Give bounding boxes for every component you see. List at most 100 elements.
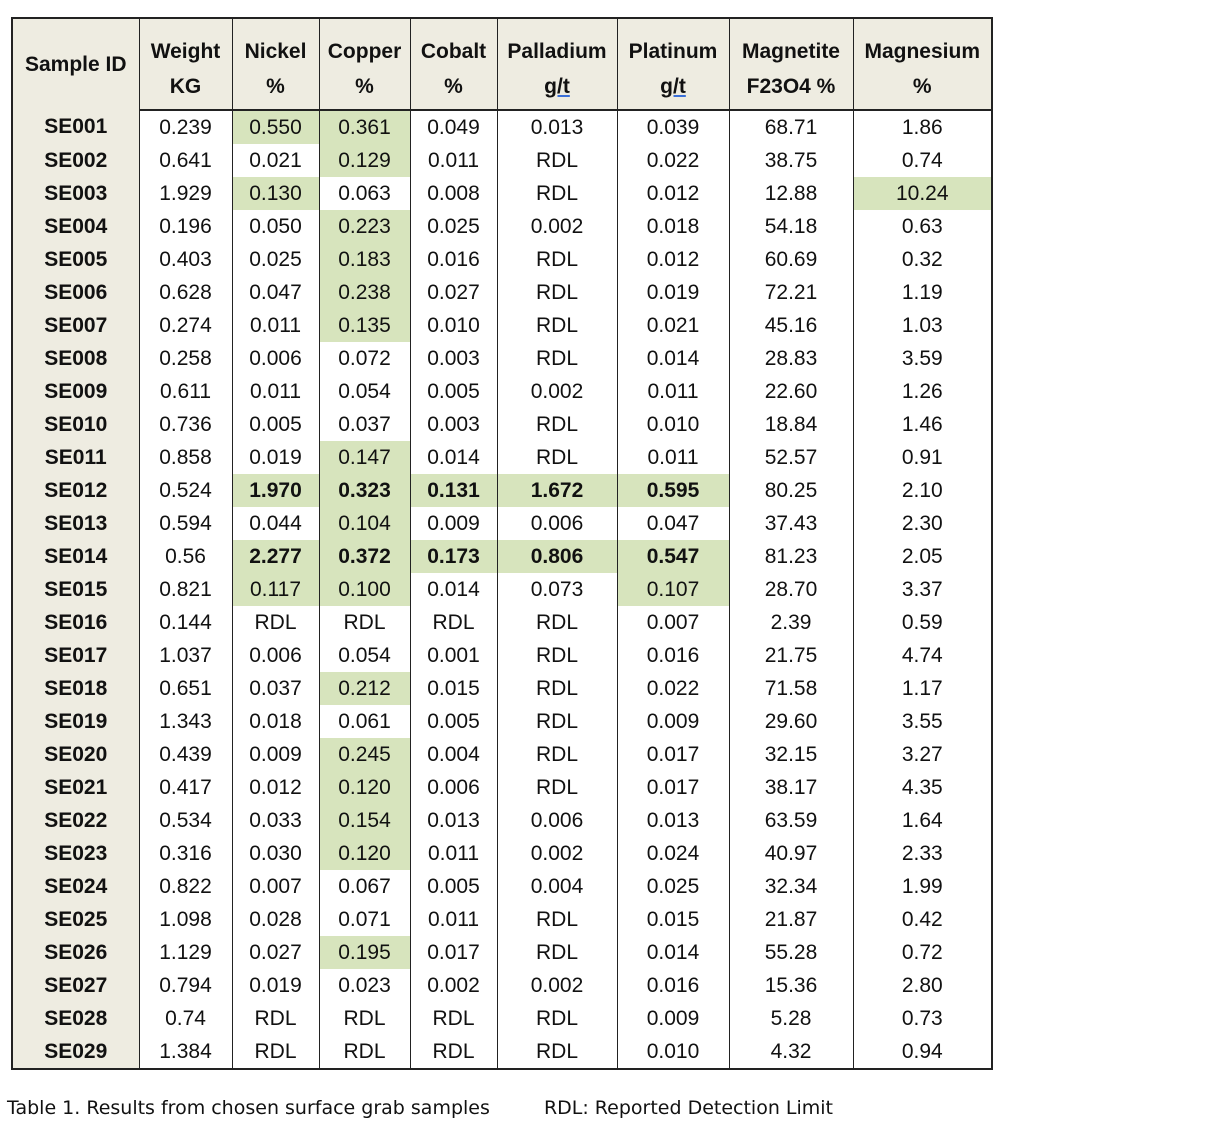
value-cell: RDL xyxy=(496,276,618,309)
value-cell: 1.86 xyxy=(852,110,993,144)
value-cell: 0.821 xyxy=(138,573,233,606)
unit-label: F23O4 % xyxy=(746,74,836,98)
value-cell: 1.037 xyxy=(138,639,233,672)
value-cell: 32.34 xyxy=(728,870,854,903)
value-cell: RDL xyxy=(496,903,618,936)
value-cell: 0.005 xyxy=(409,375,498,408)
column-header: Cobalt xyxy=(409,18,498,64)
value-cell: 0.372 xyxy=(318,540,411,573)
value-cell: 0.129 xyxy=(318,144,411,177)
value-cell: 0.107 xyxy=(616,573,730,606)
sample-id-cell: SE026 xyxy=(11,936,140,969)
value-cell: 1.129 xyxy=(138,936,233,969)
value-cell: 2.30 xyxy=(852,507,993,540)
value-cell: 0.014 xyxy=(409,573,498,606)
unit-label: KG xyxy=(169,74,202,98)
value-cell: 21.75 xyxy=(728,639,854,672)
value-cell: 21.87 xyxy=(728,903,854,936)
table-row: SE013 0.594 0.044 0.104 0.009 0.006 0.047 37.43… xyxy=(11,507,993,540)
column-header: Magnetite xyxy=(728,18,854,64)
value-cell: 0.011 xyxy=(231,309,320,342)
value-cell: 0.547 xyxy=(616,540,730,573)
value-cell: 0.037 xyxy=(231,672,320,705)
value-cell: 0.010 xyxy=(616,1035,730,1069)
value-cell: RDL xyxy=(231,606,320,639)
column-unit: F23O4 % xyxy=(728,64,854,111)
value-cell: 0.806 xyxy=(496,540,618,573)
value-cell: 1.26 xyxy=(852,375,993,408)
value-cell: 0.183 xyxy=(318,243,411,276)
value-cell: 0.009 xyxy=(231,738,320,771)
table-row: SE008 0.258 0.006 0.072 0.003 RDL 0.014 28.83 3.… xyxy=(11,342,993,375)
value-cell: 4.32 xyxy=(728,1035,854,1069)
value-cell: 2.33 xyxy=(852,837,993,870)
value-cell: 0.013 xyxy=(616,804,730,837)
value-cell: 0.037 xyxy=(318,408,411,441)
sample-id-cell: SE027 xyxy=(11,969,140,1002)
value-cell: 38.17 xyxy=(728,771,854,804)
table-row: SE009 0.611 0.011 0.054 0.005 0.002 0.011 22.60… xyxy=(11,375,993,408)
value-cell: 0.196 xyxy=(138,210,233,243)
value-cell: 0.021 xyxy=(616,309,730,342)
value-cell: 0.015 xyxy=(409,672,498,705)
value-cell: 0.611 xyxy=(138,375,233,408)
value-cell: 0.071 xyxy=(318,903,411,936)
value-cell: 0.017 xyxy=(409,936,498,969)
value-cell: 0.195 xyxy=(318,936,411,969)
value-cell: 40.97 xyxy=(728,837,854,870)
unit-label: g/t xyxy=(544,74,570,98)
value-cell: 0.212 xyxy=(318,672,411,705)
value-cell: 0.74 xyxy=(138,1002,233,1035)
value-cell: 0.013 xyxy=(409,804,498,837)
value-cell: RDL xyxy=(409,1035,498,1069)
table-row: SE006 0.628 0.047 0.238 0.027 RDL 0.019 72.21 1.… xyxy=(11,276,993,309)
value-cell: 0.016 xyxy=(616,969,730,1002)
caption: Table 1. Results from chosen surface gra… xyxy=(7,1097,881,1119)
value-cell: 3.37 xyxy=(852,573,993,606)
column-header: Palladium xyxy=(496,18,618,64)
sample-id-cell: SE005 xyxy=(11,243,140,276)
sample-id-cell: SE017 xyxy=(11,639,140,672)
table-body: SE001 0.239 0.550 0.361 0.049 0.013 0.039 68.71… xyxy=(11,110,993,1069)
value-cell: 0.019 xyxy=(616,276,730,309)
value-cell: 2.10 xyxy=(852,474,993,507)
table-row: SE016 0.144 RDL RDL RDL RDL 0.007 2.39 0.59 xyxy=(11,606,993,639)
value-cell: 0.002 xyxy=(496,210,618,243)
table-row: SE022 0.534 0.033 0.154 0.013 0.006 0.013 63.59… xyxy=(11,804,993,837)
value-cell: 0.72 xyxy=(852,936,993,969)
value-cell: 0.736 xyxy=(138,408,233,441)
value-cell: 4.74 xyxy=(852,639,993,672)
value-cell: 0.274 xyxy=(138,309,233,342)
value-cell: 0.100 xyxy=(318,573,411,606)
value-cell: 0.024 xyxy=(616,837,730,870)
table-row: SE026 1.129 0.027 0.195 0.017 RDL 0.014 55.28 0.… xyxy=(11,936,993,969)
sample-id-cell: SE012 xyxy=(11,474,140,507)
table-row: SE019 1.343 0.018 0.061 0.005 RDL 0.009 29.60 3.… xyxy=(11,705,993,738)
value-cell: 0.131 xyxy=(409,474,498,507)
value-cell: 0.144 xyxy=(138,606,233,639)
value-cell: 2.277 xyxy=(231,540,320,573)
value-cell: 0.004 xyxy=(496,870,618,903)
sample-id-cell: SE025 xyxy=(11,903,140,936)
value-cell: 1.64 xyxy=(852,804,993,837)
table-row: SE015 0.821 0.117 0.100 0.014 0.073 0.107 28.70… xyxy=(11,573,993,606)
value-cell: 0.223 xyxy=(318,210,411,243)
value-cell: 0.011 xyxy=(616,375,730,408)
table-row: SE018 0.651 0.037 0.212 0.015 RDL 0.022 71.58 1.… xyxy=(11,672,993,705)
value-cell: 0.008 xyxy=(409,177,498,210)
value-cell: RDL xyxy=(496,639,618,672)
caption-title: Table 1. Results from chosen surface gra… xyxy=(7,1097,490,1119)
value-cell: 0.104 xyxy=(318,507,411,540)
column-unit: g/t xyxy=(616,64,730,111)
column-unit: % xyxy=(852,64,993,111)
value-cell: 0.014 xyxy=(616,342,730,375)
value-cell: 0.001 xyxy=(409,639,498,672)
value-cell: 0.32 xyxy=(852,243,993,276)
value-cell: 0.011 xyxy=(231,375,320,408)
value-cell: 0.007 xyxy=(231,870,320,903)
value-cell: 0.173 xyxy=(409,540,498,573)
value-cell: 10.24 xyxy=(852,177,993,210)
value-cell: 0.049 xyxy=(409,110,498,144)
value-cell: RDL xyxy=(496,1002,618,1035)
column-unit: % xyxy=(231,64,320,111)
